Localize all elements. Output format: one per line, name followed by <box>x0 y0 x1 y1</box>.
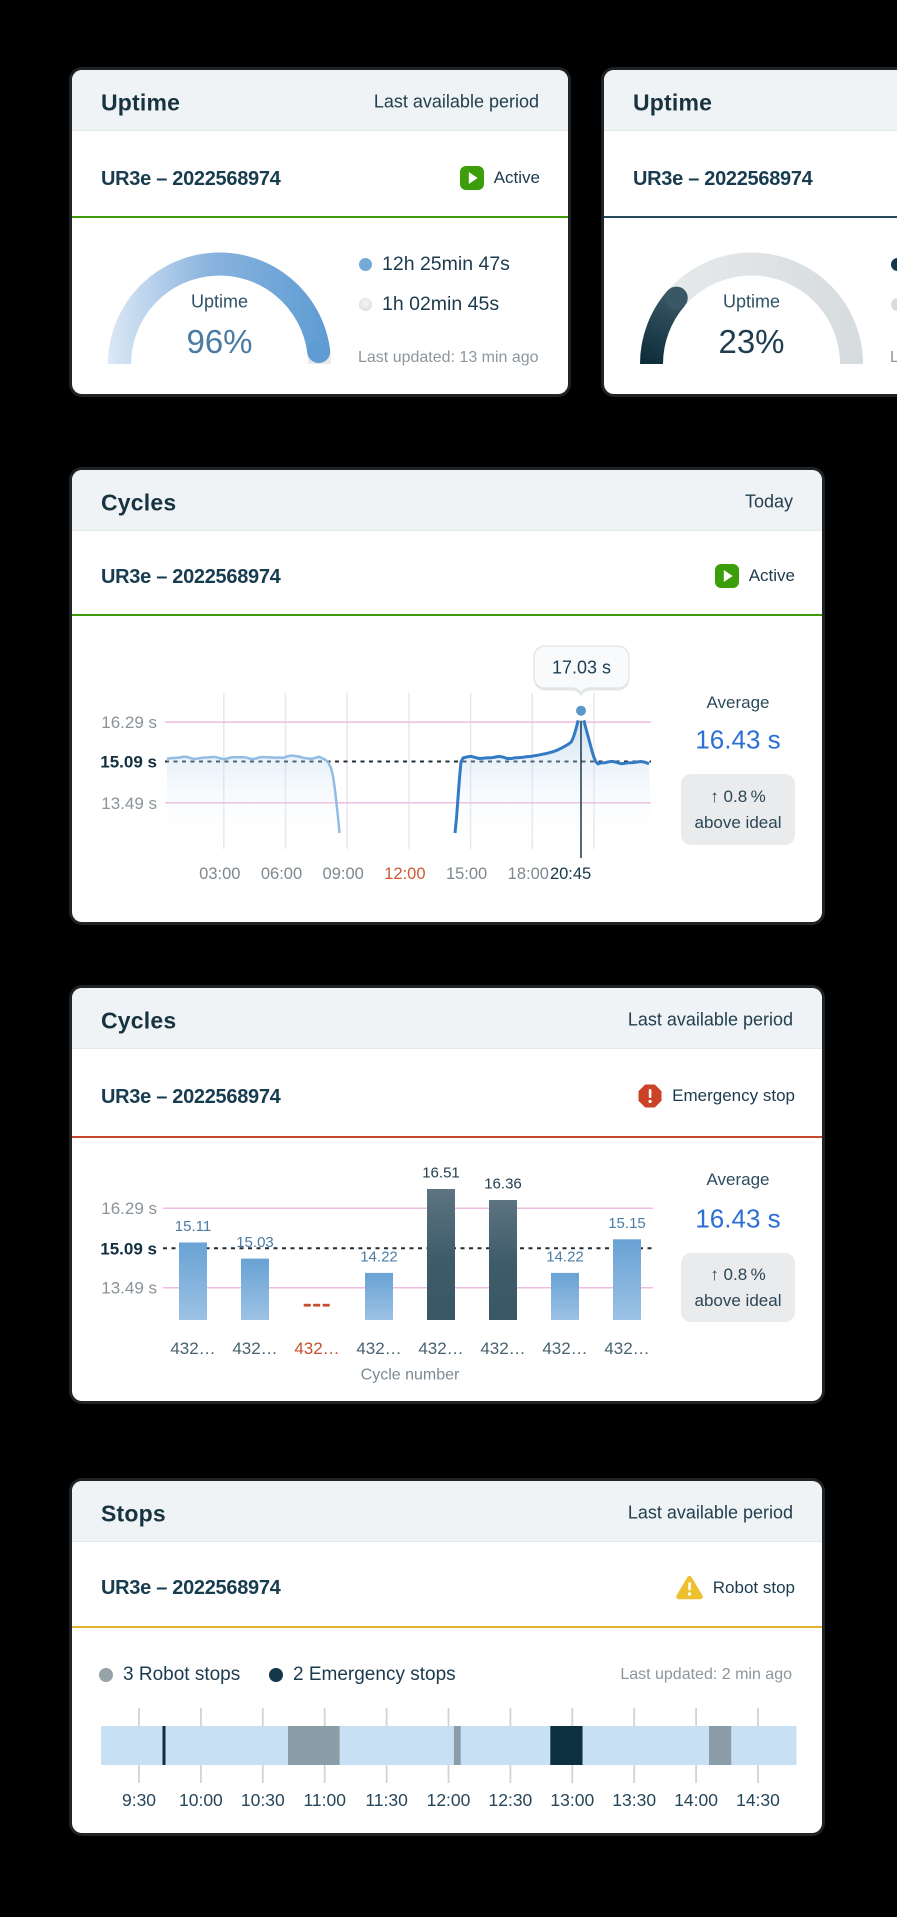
svg-text:16.29 s: 16.29 s <box>101 1199 157 1218</box>
svg-text:03:00: 03:00 <box>199 865 240 883</box>
svg-text:11:30: 11:30 <box>365 1790 408 1810</box>
svg-text:13:30: 13:30 <box>612 1790 656 1810</box>
svg-text:17.03 s: 17.03 s <box>552 658 611 678</box>
svg-text:9:30: 9:30 <box>122 1790 156 1810</box>
svg-text:432…: 432… <box>542 1339 587 1358</box>
svg-text:15.03: 15.03 <box>236 1234 274 1251</box>
svg-text:15.09 s: 15.09 s <box>100 1239 157 1258</box>
svg-text:10:30: 10:30 <box>241 1790 285 1810</box>
svg-text:432…: 432… <box>170 1339 215 1358</box>
svg-text:13.49 s: 13.49 s <box>101 794 157 813</box>
svg-text:13:00: 13:00 <box>550 1790 594 1810</box>
svg-text:09:00: 09:00 <box>323 865 364 883</box>
svg-text:14:00: 14:00 <box>674 1790 718 1810</box>
svg-text:432…: 432… <box>480 1339 525 1358</box>
svg-text:12:30: 12:30 <box>489 1790 533 1810</box>
svg-text:15.09 s: 15.09 s <box>100 753 157 772</box>
svg-text:12:00: 12:00 <box>384 865 425 883</box>
svg-text:Cycle number: Cycle number <box>361 1367 460 1384</box>
svg-text:14.22: 14.22 <box>360 1248 398 1265</box>
svg-text:13.49 s: 13.49 s <box>101 1279 157 1298</box>
svg-text:06:00: 06:00 <box>261 865 302 883</box>
svg-text:15.11: 15.11 <box>175 1218 211 1235</box>
svg-text:14:30: 14:30 <box>736 1790 780 1810</box>
svg-text:15:00: 15:00 <box>446 865 487 883</box>
svg-text:14.22: 14.22 <box>546 1248 584 1265</box>
svg-text:20:45: 20:45 <box>550 865 591 883</box>
svg-text:432…: 432… <box>418 1339 463 1358</box>
svg-text:16.51: 16.51 <box>422 1165 460 1182</box>
svg-text:432…: 432… <box>604 1339 649 1358</box>
svg-text:16.29 s: 16.29 s <box>101 713 157 732</box>
svg-text:16.36: 16.36 <box>484 1176 522 1193</box>
svg-text:10:00: 10:00 <box>179 1790 223 1810</box>
svg-text:18:00: 18:00 <box>508 865 549 883</box>
svg-text:432…: 432… <box>232 1339 277 1358</box>
svg-text:11:00: 11:00 <box>303 1790 346 1810</box>
svg-text:12:00: 12:00 <box>427 1790 471 1810</box>
svg-text:432…: 432… <box>294 1339 339 1358</box>
svg-text:15.15: 15.15 <box>608 1215 646 1232</box>
svg-text:432…: 432… <box>356 1339 401 1358</box>
